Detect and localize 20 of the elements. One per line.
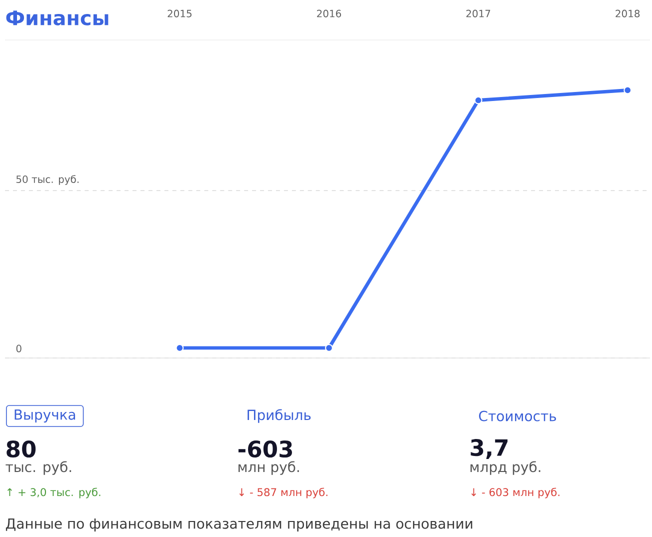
text: ↓ - 587 млн руб.	[239, 488, 328, 498]
text: -603	[238, 440, 292, 458]
x-tick-label: 2017	[466, 10, 490, 18]
text: тыс. руб.	[6, 461, 72, 475]
x-tick-label: 2016	[317, 10, 342, 18]
text: ↓ - 603 млн руб.	[471, 488, 560, 498]
y-tick-label: 0	[16, 344, 22, 352]
text: Прибыль	[248, 409, 311, 423]
text: Стоимость	[479, 410, 556, 422]
text: 3,7	[470, 439, 508, 459]
text: млн руб.	[238, 461, 299, 475]
text: Выручка	[14, 409, 76, 423]
text: 80	[6, 440, 36, 458]
text: млрд руб.	[470, 461, 540, 475]
y-tick-label: 50 тыс. руб.	[16, 175, 79, 185]
chart-title: Финансы	[6, 10, 108, 26]
x-tick-label: 2015	[168, 10, 192, 18]
x-tick-label: 2018	[616, 10, 640, 18]
text: ↑ + 3,0 тыс. руб.	[7, 488, 100, 498]
text: Данные по финансовым показателям приведены на основании	[6, 518, 472, 532]
